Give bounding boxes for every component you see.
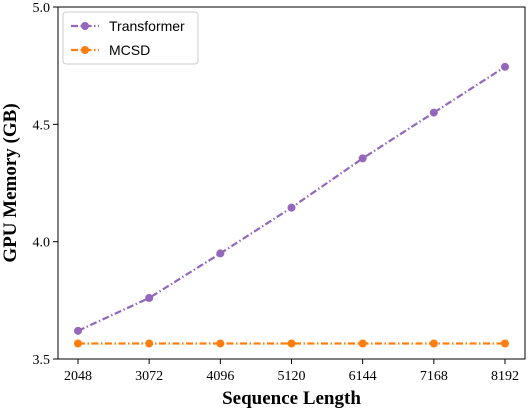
x-axis-label: Sequence Length bbox=[222, 388, 361, 409]
x-ticks: 2048 3072 4096 5120 6144 7168 8192 bbox=[64, 359, 519, 384]
legend-label-transformer: Transformer bbox=[109, 18, 185, 34]
data-point-transformer-2048 bbox=[74, 326, 82, 335]
series-layer bbox=[74, 62, 509, 348]
data-point-mcsd-8192 bbox=[501, 339, 509, 348]
data-point-transformer-5120 bbox=[287, 203, 296, 212]
y-axis-label: GPU Memory (GB) bbox=[0, 103, 21, 262]
y-tick-label: 3.5 bbox=[33, 353, 51, 368]
data-point-transformer-7168 bbox=[429, 108, 438, 117]
data-point-transformer-3072 bbox=[145, 293, 154, 302]
data-point-mcsd-2048 bbox=[74, 339, 82, 348]
legend: Transformer MCSD bbox=[62, 11, 199, 65]
legend-box bbox=[62, 11, 199, 65]
x-tick-label: 7168 bbox=[420, 369, 448, 384]
y-tick-label: 4.5 bbox=[33, 118, 51, 133]
x-tick-label: 3072 bbox=[135, 369, 163, 384]
y-ticks: 3.5 4.0 4.5 5.0 bbox=[33, 1, 58, 368]
series-line-transformer bbox=[77, 65, 506, 332]
data-point-transformer-4096 bbox=[216, 249, 225, 258]
legend-label-mcsd: MCSD bbox=[109, 42, 150, 58]
data-point-mcsd-5120 bbox=[287, 339, 296, 348]
legend-marker-transformer bbox=[81, 22, 89, 30]
data-point-mcsd-6144 bbox=[358, 339, 367, 348]
y-tick-label: 4.0 bbox=[33, 236, 51, 251]
legend-marker-mcsd bbox=[81, 46, 89, 54]
x-tick-label: 8192 bbox=[491, 369, 519, 384]
y-tick-label: 5.0 bbox=[33, 1, 51, 16]
x-tick-label: 6144 bbox=[349, 369, 377, 384]
x-tick-label: 5120 bbox=[278, 369, 306, 384]
data-point-transformer-6144 bbox=[358, 154, 367, 163]
x-tick-label: 2048 bbox=[64, 369, 92, 384]
data-point-mcsd-3072 bbox=[145, 339, 154, 348]
data-point-mcsd-4096 bbox=[216, 339, 225, 348]
data-point-transformer-8192 bbox=[501, 62, 509, 71]
x-tick-label: 4096 bbox=[206, 369, 234, 384]
data-point-mcsd-7168 bbox=[429, 339, 438, 348]
